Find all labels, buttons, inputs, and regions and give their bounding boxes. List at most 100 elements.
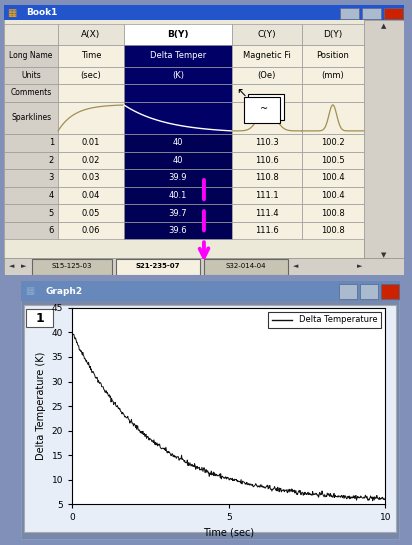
Text: ~: ~ — [260, 104, 268, 113]
Bar — [302, 102, 364, 134]
Bar — [362, 8, 381, 19]
Bar — [232, 66, 302, 84]
Bar — [124, 66, 232, 84]
Bar — [4, 204, 58, 222]
Bar — [58, 102, 124, 134]
Bar — [4, 169, 58, 187]
Bar — [4, 5, 404, 20]
Bar — [124, 84, 232, 102]
Text: ↖: ↖ — [222, 418, 232, 431]
Text: Units: Units — [21, 71, 41, 80]
Bar — [232, 45, 302, 66]
Text: Graph2: Graph2 — [45, 287, 82, 295]
X-axis label: Time (sec): Time (sec) — [203, 528, 254, 538]
Text: 110.6: 110.6 — [255, 156, 279, 165]
Bar — [229, 431, 261, 454]
Legend: Delta Temperature: Delta Temperature — [268, 312, 381, 328]
Text: 0.05: 0.05 — [82, 209, 100, 217]
Bar — [124, 102, 232, 134]
Bar — [58, 187, 124, 204]
Text: Position: Position — [316, 51, 349, 60]
Text: 1: 1 — [49, 138, 54, 147]
Text: (sec): (sec) — [81, 71, 101, 80]
Text: 110.8: 110.8 — [255, 173, 279, 183]
Bar — [232, 187, 302, 204]
Bar — [339, 284, 357, 299]
Text: ◄: ◄ — [9, 263, 15, 269]
Bar — [124, 204, 232, 222]
Bar — [4, 25, 58, 45]
Text: 1: 1 — [35, 312, 44, 325]
Text: ◄: ◄ — [293, 263, 299, 269]
Bar — [26, 309, 53, 327]
Text: C(Y): C(Y) — [258, 30, 276, 39]
Text: 0.06: 0.06 — [82, 226, 100, 235]
Y-axis label: Delta Temperature (K): Delta Temperature (K) — [36, 352, 46, 460]
Bar — [302, 169, 364, 187]
Text: ▦: ▦ — [26, 286, 35, 296]
Bar — [116, 259, 200, 275]
Bar — [302, 204, 364, 222]
Text: A(X): A(X) — [82, 30, 101, 39]
Bar — [58, 152, 124, 169]
Bar — [4, 187, 58, 204]
Bar — [24, 305, 396, 532]
Bar — [58, 169, 124, 187]
Text: 6: 6 — [49, 226, 54, 235]
Text: ▲: ▲ — [381, 23, 386, 29]
Bar — [4, 134, 58, 152]
Bar — [232, 169, 302, 187]
Text: Long Name: Long Name — [9, 51, 53, 60]
Text: 40.1: 40.1 — [169, 191, 187, 200]
Bar — [233, 428, 265, 451]
Bar — [58, 204, 124, 222]
Bar — [4, 84, 58, 102]
Text: Magnetic Fi: Magnetic Fi — [243, 51, 291, 60]
Bar — [248, 94, 284, 120]
Text: 0.04: 0.04 — [82, 191, 100, 200]
Bar — [58, 84, 124, 102]
Text: 40: 40 — [173, 156, 183, 165]
Text: 100.5: 100.5 — [321, 156, 344, 165]
Bar — [58, 222, 124, 239]
Bar — [4, 102, 58, 134]
Text: S32-014-04: S32-014-04 — [226, 263, 266, 269]
Bar — [124, 45, 232, 66]
Text: 100.8: 100.8 — [321, 209, 345, 217]
Bar — [124, 222, 232, 239]
Bar — [58, 134, 124, 152]
Text: ~: ~ — [243, 435, 251, 445]
Text: (K): (K) — [172, 71, 184, 80]
Text: ↖: ↖ — [236, 87, 246, 100]
Text: 5: 5 — [49, 209, 54, 217]
Bar — [364, 20, 404, 259]
Text: 40: 40 — [173, 138, 183, 147]
Bar — [302, 66, 364, 84]
Bar — [232, 222, 302, 239]
Bar — [232, 102, 302, 134]
Bar — [232, 152, 302, 169]
Text: 39.9: 39.9 — [169, 173, 187, 183]
Bar — [124, 187, 232, 204]
Text: Delta Temper: Delta Temper — [150, 51, 206, 60]
Bar — [4, 66, 58, 84]
Text: 100.4: 100.4 — [321, 191, 344, 200]
Bar — [4, 45, 58, 66]
Bar — [124, 134, 232, 152]
Bar — [21, 281, 400, 301]
Bar — [340, 8, 359, 19]
Text: 0.03: 0.03 — [82, 173, 100, 183]
Text: Sparklines: Sparklines — [11, 113, 51, 123]
Bar — [58, 66, 124, 84]
Bar — [232, 84, 302, 102]
Bar — [302, 45, 364, 66]
Bar — [302, 134, 364, 152]
Bar — [58, 45, 124, 66]
Bar — [302, 152, 364, 169]
Bar — [302, 25, 364, 45]
Text: 110.3: 110.3 — [255, 138, 279, 147]
Text: 100.8: 100.8 — [321, 226, 345, 235]
Bar — [4, 258, 404, 275]
Text: Time: Time — [81, 51, 101, 60]
Bar — [124, 25, 232, 45]
